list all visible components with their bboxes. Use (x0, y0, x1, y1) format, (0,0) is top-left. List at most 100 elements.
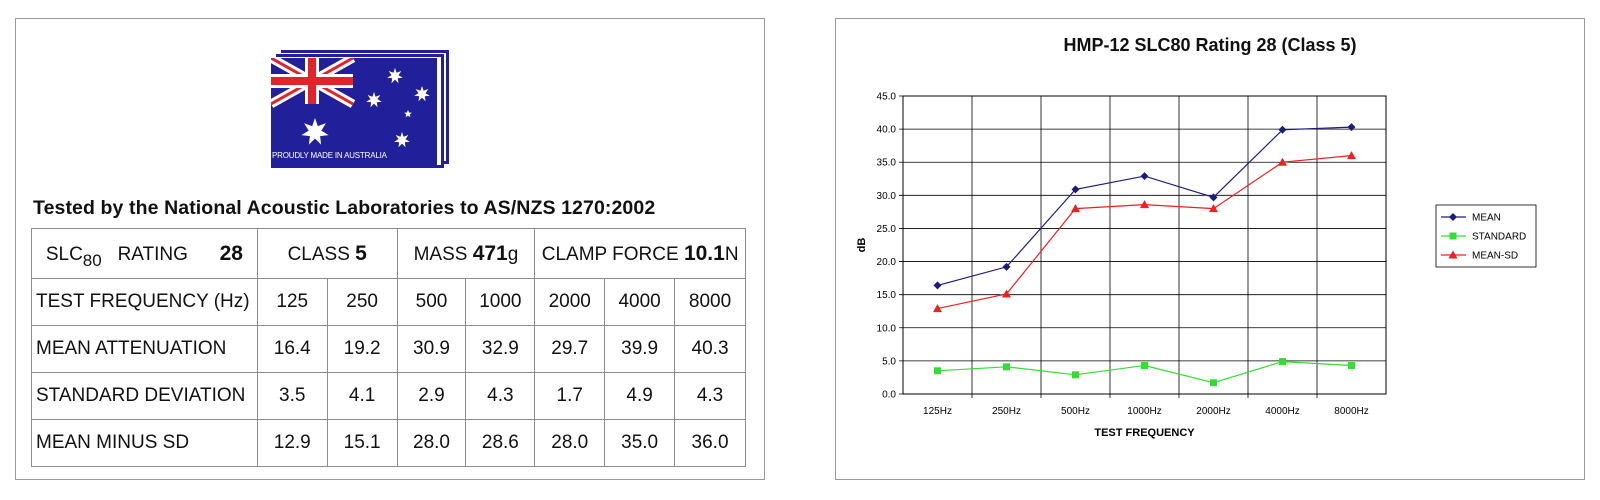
clamp-force-unit: N (724, 243, 739, 265)
x-tick-label: 8000Hz (1334, 406, 1368, 417)
clamp-force-label: CLAMP FORCE (541, 243, 679, 265)
table-cell: 15.1 (326, 419, 398, 467)
table-cell: 8000 (674, 278, 746, 326)
y-tick-label: 30.0 (877, 191, 897, 202)
chart-panel: HMP-12 SLC80 Rating 28 (Class 5) 0.0 5.0 1… (835, 18, 1585, 480)
data-point-mean-sd (933, 304, 942, 313)
data-point-mean-sd (1209, 204, 1218, 213)
y-tick-label: 20.0 (877, 257, 897, 268)
data-point-mean (933, 281, 942, 290)
australian-flag-icon (271, 58, 437, 168)
mass-value: 471 (472, 241, 508, 265)
legend-label-mean: MEAN (1472, 213, 1501, 224)
commonwealth-star-icon (301, 118, 329, 145)
table-cell: 125 (256, 278, 328, 326)
data-point-mean-sd (1071, 204, 1080, 213)
table-cell: 4.3 (465, 372, 536, 420)
star-icon (414, 86, 430, 102)
table-header-row: SLC80 RATING 28 CLASS 5 MASS 471g CLAMP … (31, 228, 746, 279)
star-icon (366, 92, 382, 108)
row-label: MEAN MINUS SD (31, 419, 258, 467)
row-label: STANDARD DEVIATION (31, 372, 258, 420)
table-cell: 3.5 (256, 372, 328, 420)
data-point-mean-sd (1347, 151, 1356, 160)
data-point-standard (1072, 371, 1079, 379)
table-cell: 1000 (465, 278, 536, 326)
mass-unit: g (507, 243, 519, 265)
australian-flag-logo: PROUDLY MADE IN AUSTRALIA (271, 50, 461, 176)
table-cell: 29.7 (534, 325, 606, 373)
table-row: STANDARD DEVIATION 3.5 4.1 2.9 4.3 1.7 4… (31, 372, 746, 420)
spec-panel: PROUDLY MADE IN AUSTRALIA Tested by the … (15, 18, 765, 480)
legend-label-standard: STANDARD (1472, 232, 1526, 243)
table-cell: 19.2 (326, 325, 398, 373)
row-label: TEST FREQUENCY (Hz) (31, 278, 258, 326)
table-cell: 39.9 (604, 325, 676, 373)
plot-area (902, 95, 1387, 395)
table-cell: 2000 (534, 278, 606, 326)
table-cell: 28.6 (465, 419, 536, 467)
star-icon (387, 68, 403, 84)
x-tick-label: 125Hz (923, 406, 952, 417)
star-icon (394, 132, 410, 148)
table-cell: 4.9 (604, 372, 676, 420)
data-point-mean (1209, 193, 1218, 202)
tested-by-title: Tested by the National Acoustic Laborato… (33, 197, 656, 219)
table-cell: 28.0 (396, 419, 467, 467)
attenuation-line-chart: 0.0 5.0 10.0 15.0 20.0 25.0 30.0 35.0 40.0 45.0 12… (856, 92, 1537, 439)
table-cell: 4.1 (326, 372, 398, 420)
data-point-standard (1003, 363, 1010, 371)
table-row: TEST FREQUENCY (Hz) 125 250 500 1000 200… (31, 278, 746, 326)
table-cell: 1.7 (534, 372, 606, 420)
y-tick-label: 5.0 (882, 356, 896, 367)
table-cell: 4.3 (674, 372, 746, 420)
star-icon (404, 110, 412, 118)
y-tick-label: 10.0 (877, 323, 897, 334)
table-row: MEAN ATTENUATION 16.4 19.2 30.9 32.9 29.… (31, 325, 746, 373)
mass-label: MASS (413, 243, 468, 265)
data-point-mean (1071, 185, 1080, 194)
y-tick-label: 0.0 (882, 390, 896, 401)
data-point-mean-sd (1140, 200, 1149, 209)
rating-value: 28 (219, 241, 243, 265)
y-tick-label: 25.0 (877, 224, 897, 235)
y-tick-label: 45.0 (877, 92, 897, 103)
slc-rating-cell: SLC80 RATING 28 (31, 228, 258, 279)
chart-title: HMP-12 SLC80 Rating 28 (Class 5) (1063, 35, 1357, 55)
flag-caption: PROUDLY MADE IN AUSTRALIA (272, 151, 387, 160)
y-axis-title: dB (856, 238, 868, 253)
specification-table: SLC80 RATING 28 CLASS 5 MASS 471g CLAMP … (31, 228, 746, 467)
data-point-mean-sd (1002, 289, 1011, 298)
data-point-standard (934, 367, 941, 375)
table-cell: 12.9 (256, 419, 328, 467)
table-cell: 28.0 (534, 419, 606, 467)
table-cell: 40.3 (674, 325, 746, 373)
table-row: MEAN MINUS SD 12.9 15.1 28.0 28.6 28.0 3… (31, 419, 746, 467)
table-cell: 2.9 (396, 372, 467, 420)
data-point-standard (1348, 362, 1355, 370)
y-tick-label: 15.0 (877, 290, 897, 301)
legend-marker-mean (1449, 213, 1457, 221)
clamp-force-cell: CLAMP FORCE 10.1N (534, 228, 746, 279)
data-point-standard (1141, 362, 1148, 370)
data-point-standard (1279, 358, 1286, 366)
table-cell: 35.0 (604, 419, 676, 467)
class-label: CLASS (287, 243, 350, 265)
data-point-mean (1002, 262, 1011, 271)
x-tick-label: 4000Hz (1265, 406, 1299, 417)
data-point-mean (1347, 123, 1356, 132)
data-point-mean-sd (1278, 157, 1287, 166)
data-point-standard (1210, 379, 1217, 387)
data-point-mean (1140, 172, 1149, 181)
y-tick-label: 40.0 (877, 125, 897, 136)
table-cell: 4000 (604, 278, 676, 326)
mass-cell: MASS 471g (396, 228, 536, 279)
table-cell: 500 (396, 278, 467, 326)
legend-marker-standard (1449, 232, 1457, 240)
table-cell: 30.9 (396, 325, 467, 373)
y-tick-label: 35.0 (877, 158, 897, 169)
x-tick-label: 2000Hz (1196, 406, 1230, 417)
slc-subscript: 80 (82, 250, 102, 270)
table-cell: 36.0 (674, 419, 746, 467)
x-tick-label: 500Hz (1061, 406, 1090, 417)
